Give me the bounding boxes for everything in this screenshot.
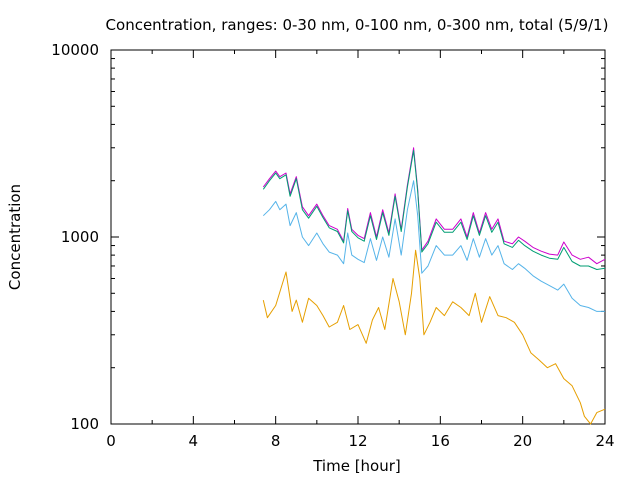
x-tick-label: 8 [271, 432, 281, 450]
x-tick-label: 4 [189, 432, 199, 450]
series-line-4 [262, 249, 606, 425]
x-tick-label: 12 [348, 432, 367, 450]
y-axis-label: Concentration [6, 184, 24, 290]
series-lines [262, 147, 606, 425]
chart-title: Concentration, ranges: 0-30 nm, 0-100 nm… [106, 16, 609, 34]
series-line-2 [262, 150, 606, 270]
x-tick-label: 16 [431, 432, 450, 450]
series-line-3 [262, 180, 605, 312]
y-tick-label: 100 [70, 415, 99, 433]
x-axis-label: Time [hour] [312, 457, 401, 475]
x-tick-label: 24 [595, 432, 614, 450]
series-line-1 [262, 147, 606, 265]
y-tick-label: 1000 [61, 228, 99, 246]
axis-ticks [110, 49, 606, 425]
axis-tick-labels: 0 4 8 12 16 20 24 100 1000 10000 [51, 41, 614, 450]
y-tick-label: 10000 [51, 41, 99, 59]
x-tick-label: 20 [513, 432, 532, 450]
plot-frame [110, 49, 606, 425]
x-tick-label: 0 [106, 432, 116, 450]
